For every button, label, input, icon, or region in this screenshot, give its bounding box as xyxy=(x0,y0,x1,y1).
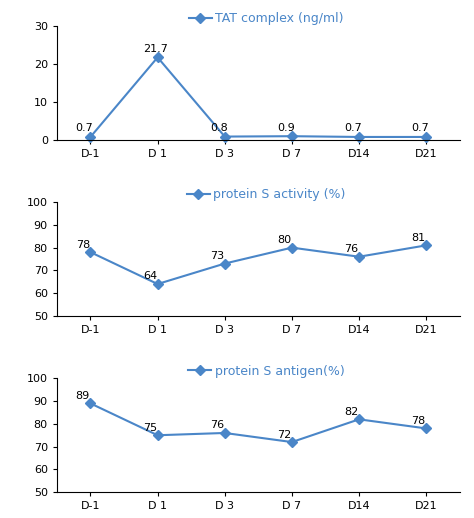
Legend: TAT complex (ng/ml): TAT complex (ng/ml) xyxy=(184,7,349,30)
Text: 76: 76 xyxy=(210,421,224,430)
Text: 76: 76 xyxy=(344,244,358,254)
Text: 75: 75 xyxy=(143,423,157,433)
Text: 64: 64 xyxy=(143,271,157,281)
Text: 82: 82 xyxy=(344,407,358,417)
Text: 0.9: 0.9 xyxy=(277,123,295,133)
Text: 89: 89 xyxy=(76,391,90,401)
Text: 73: 73 xyxy=(210,251,224,261)
Text: 78: 78 xyxy=(411,416,426,426)
Text: 80: 80 xyxy=(277,235,291,245)
Text: 81: 81 xyxy=(411,233,426,243)
Text: 21.7: 21.7 xyxy=(143,44,168,54)
Text: 0.8: 0.8 xyxy=(210,123,228,133)
Legend: protein S activity (%): protein S activity (%) xyxy=(182,183,351,206)
Text: 0.7: 0.7 xyxy=(76,123,93,133)
Legend: protein S antigen(%): protein S antigen(%) xyxy=(183,359,349,383)
Text: 78: 78 xyxy=(76,240,90,250)
Text: 0.7: 0.7 xyxy=(411,123,429,133)
Text: 72: 72 xyxy=(277,429,292,439)
Text: 0.7: 0.7 xyxy=(344,123,362,133)
